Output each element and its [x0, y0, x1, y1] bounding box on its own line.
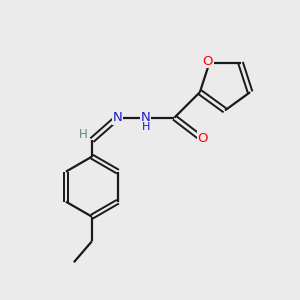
Text: O: O: [198, 132, 208, 145]
Text: N: N: [141, 111, 151, 124]
Text: O: O: [203, 55, 213, 68]
Text: H: H: [142, 122, 150, 132]
Text: N: N: [112, 111, 122, 124]
Text: H: H: [79, 128, 88, 141]
